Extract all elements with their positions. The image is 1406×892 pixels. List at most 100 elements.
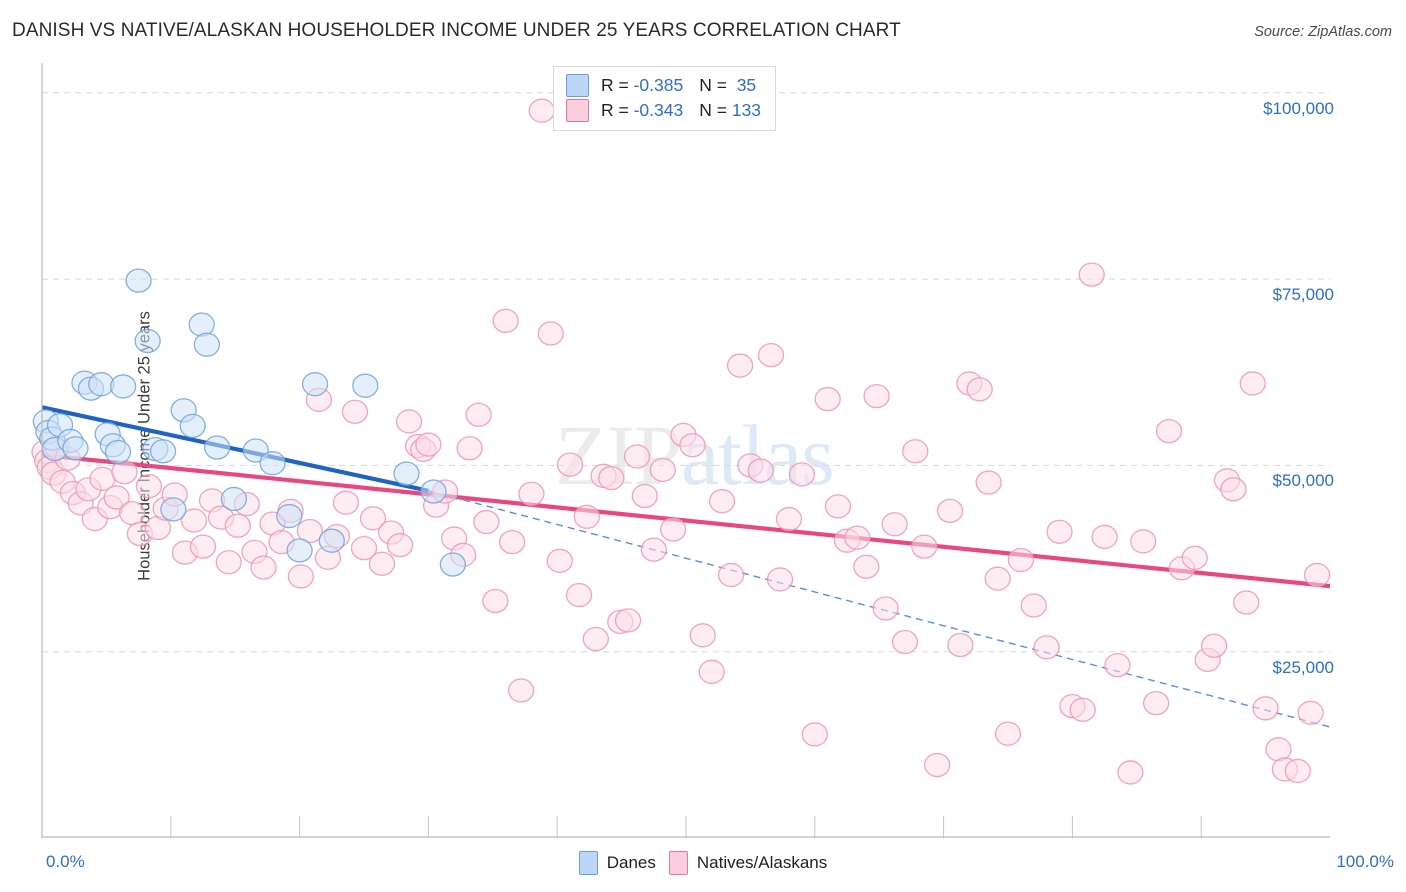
data-point xyxy=(1297,700,1324,725)
data-point xyxy=(556,452,584,477)
data-point xyxy=(368,551,396,576)
data-point xyxy=(902,439,929,464)
legend-item-natives[interactable]: Natives/Alaskans xyxy=(668,851,828,875)
data-point xyxy=(204,435,231,460)
data-point xyxy=(189,534,217,559)
data-point xyxy=(498,530,526,555)
data-point xyxy=(717,562,745,588)
data-point xyxy=(623,444,651,469)
data-point xyxy=(1130,529,1157,554)
data-point xyxy=(766,567,794,592)
data-point xyxy=(872,596,899,621)
data-point xyxy=(1181,545,1208,570)
legend-item-danes[interactable]: Danes xyxy=(578,851,656,875)
data-point xyxy=(215,550,242,575)
data-point xyxy=(582,626,609,652)
data-point xyxy=(507,678,535,703)
data-point xyxy=(492,308,519,333)
data-point xyxy=(1020,593,1047,618)
data-point xyxy=(135,474,163,499)
data-point xyxy=(1069,697,1096,722)
data-point xyxy=(891,629,919,655)
data-point xyxy=(259,451,286,476)
data-point xyxy=(111,459,138,485)
data-point xyxy=(287,564,315,589)
data-point xyxy=(1091,524,1118,550)
data-point xyxy=(546,548,573,573)
data-point xyxy=(1303,562,1331,588)
data-point xyxy=(1117,760,1144,785)
y-axis-tick-label: $100,000 xyxy=(1263,98,1334,118)
y-axis-tick-label: $50,000 xyxy=(1272,471,1334,491)
x-axis-ticks xyxy=(170,816,1202,838)
data-point xyxy=(573,504,600,529)
data-point xyxy=(947,632,974,658)
data-point xyxy=(1220,477,1247,502)
data-point xyxy=(1239,371,1266,396)
data-point xyxy=(994,721,1022,746)
data-point xyxy=(775,506,803,532)
data-point xyxy=(395,409,423,434)
data-point xyxy=(420,479,447,504)
trend-lines xyxy=(41,405,1331,728)
data-point xyxy=(726,353,754,378)
data-point xyxy=(518,481,545,506)
data-point xyxy=(193,332,221,357)
scatter-svg xyxy=(31,63,1331,838)
data-point xyxy=(1233,590,1260,615)
legend-label-natives: Natives/Alaskans xyxy=(696,853,828,872)
data-point xyxy=(528,98,555,123)
data-point xyxy=(456,436,483,461)
legend-swatch-natives-bottom xyxy=(668,851,688,875)
legend-swatch-danes xyxy=(566,74,589,97)
data-point xyxy=(1078,262,1105,287)
data-point xyxy=(188,312,215,337)
data-point xyxy=(853,554,880,579)
data-point xyxy=(1265,737,1292,762)
series-legend: Danes Natives/Alaskans xyxy=(0,851,1406,875)
legend-label-danes: Danes xyxy=(606,853,656,872)
data-point xyxy=(332,490,360,515)
correlation-text-danes: R = -0.385 N = 35 xyxy=(601,75,756,96)
source-attribution: Source: ZipAtlas.com xyxy=(1254,24,1392,40)
data-point xyxy=(659,517,687,542)
data-point xyxy=(318,528,345,553)
data-point xyxy=(1033,635,1060,660)
correlation-text-natives: R = -0.343 N = 133 xyxy=(601,100,761,121)
data-point xyxy=(109,374,137,399)
trend-line-natives xyxy=(41,452,1331,589)
x-axis-min-label: 0.0% xyxy=(46,852,85,871)
data-point xyxy=(359,506,387,531)
r-value-natives: -0.343 xyxy=(633,100,684,120)
data-point xyxy=(649,457,676,483)
correlation-row-danes: R = -0.385 N = 35 xyxy=(566,73,761,98)
data-point xyxy=(881,512,908,537)
data-point xyxy=(747,458,774,483)
data-point xyxy=(160,497,187,522)
data-point xyxy=(1104,652,1131,678)
data-point xyxy=(824,494,852,519)
data-point xyxy=(966,377,993,402)
data-point xyxy=(614,608,642,633)
data-point xyxy=(1155,418,1183,444)
legend-swatch-danes-bottom xyxy=(578,851,598,875)
data-point xyxy=(473,509,500,535)
data-point xyxy=(1142,690,1170,716)
data-point xyxy=(276,503,303,529)
data-point xyxy=(814,386,841,412)
data-point xyxy=(801,722,828,747)
n-value-natives: 133 xyxy=(731,100,762,120)
data-point xyxy=(788,462,816,487)
data-point xyxy=(350,535,378,561)
data-point xyxy=(296,518,324,544)
correlation-legend: R = -0.385 N = 35 R = -0.343 N = 133 xyxy=(553,66,777,131)
n-label-danes: N = xyxy=(699,75,727,95)
data-point xyxy=(1252,696,1279,721)
data-point xyxy=(1200,633,1228,658)
trend-line-danes xyxy=(41,405,429,493)
data-point xyxy=(1046,519,1073,544)
data-point xyxy=(224,513,251,538)
data-point xyxy=(689,623,716,648)
data-point xyxy=(386,532,414,558)
